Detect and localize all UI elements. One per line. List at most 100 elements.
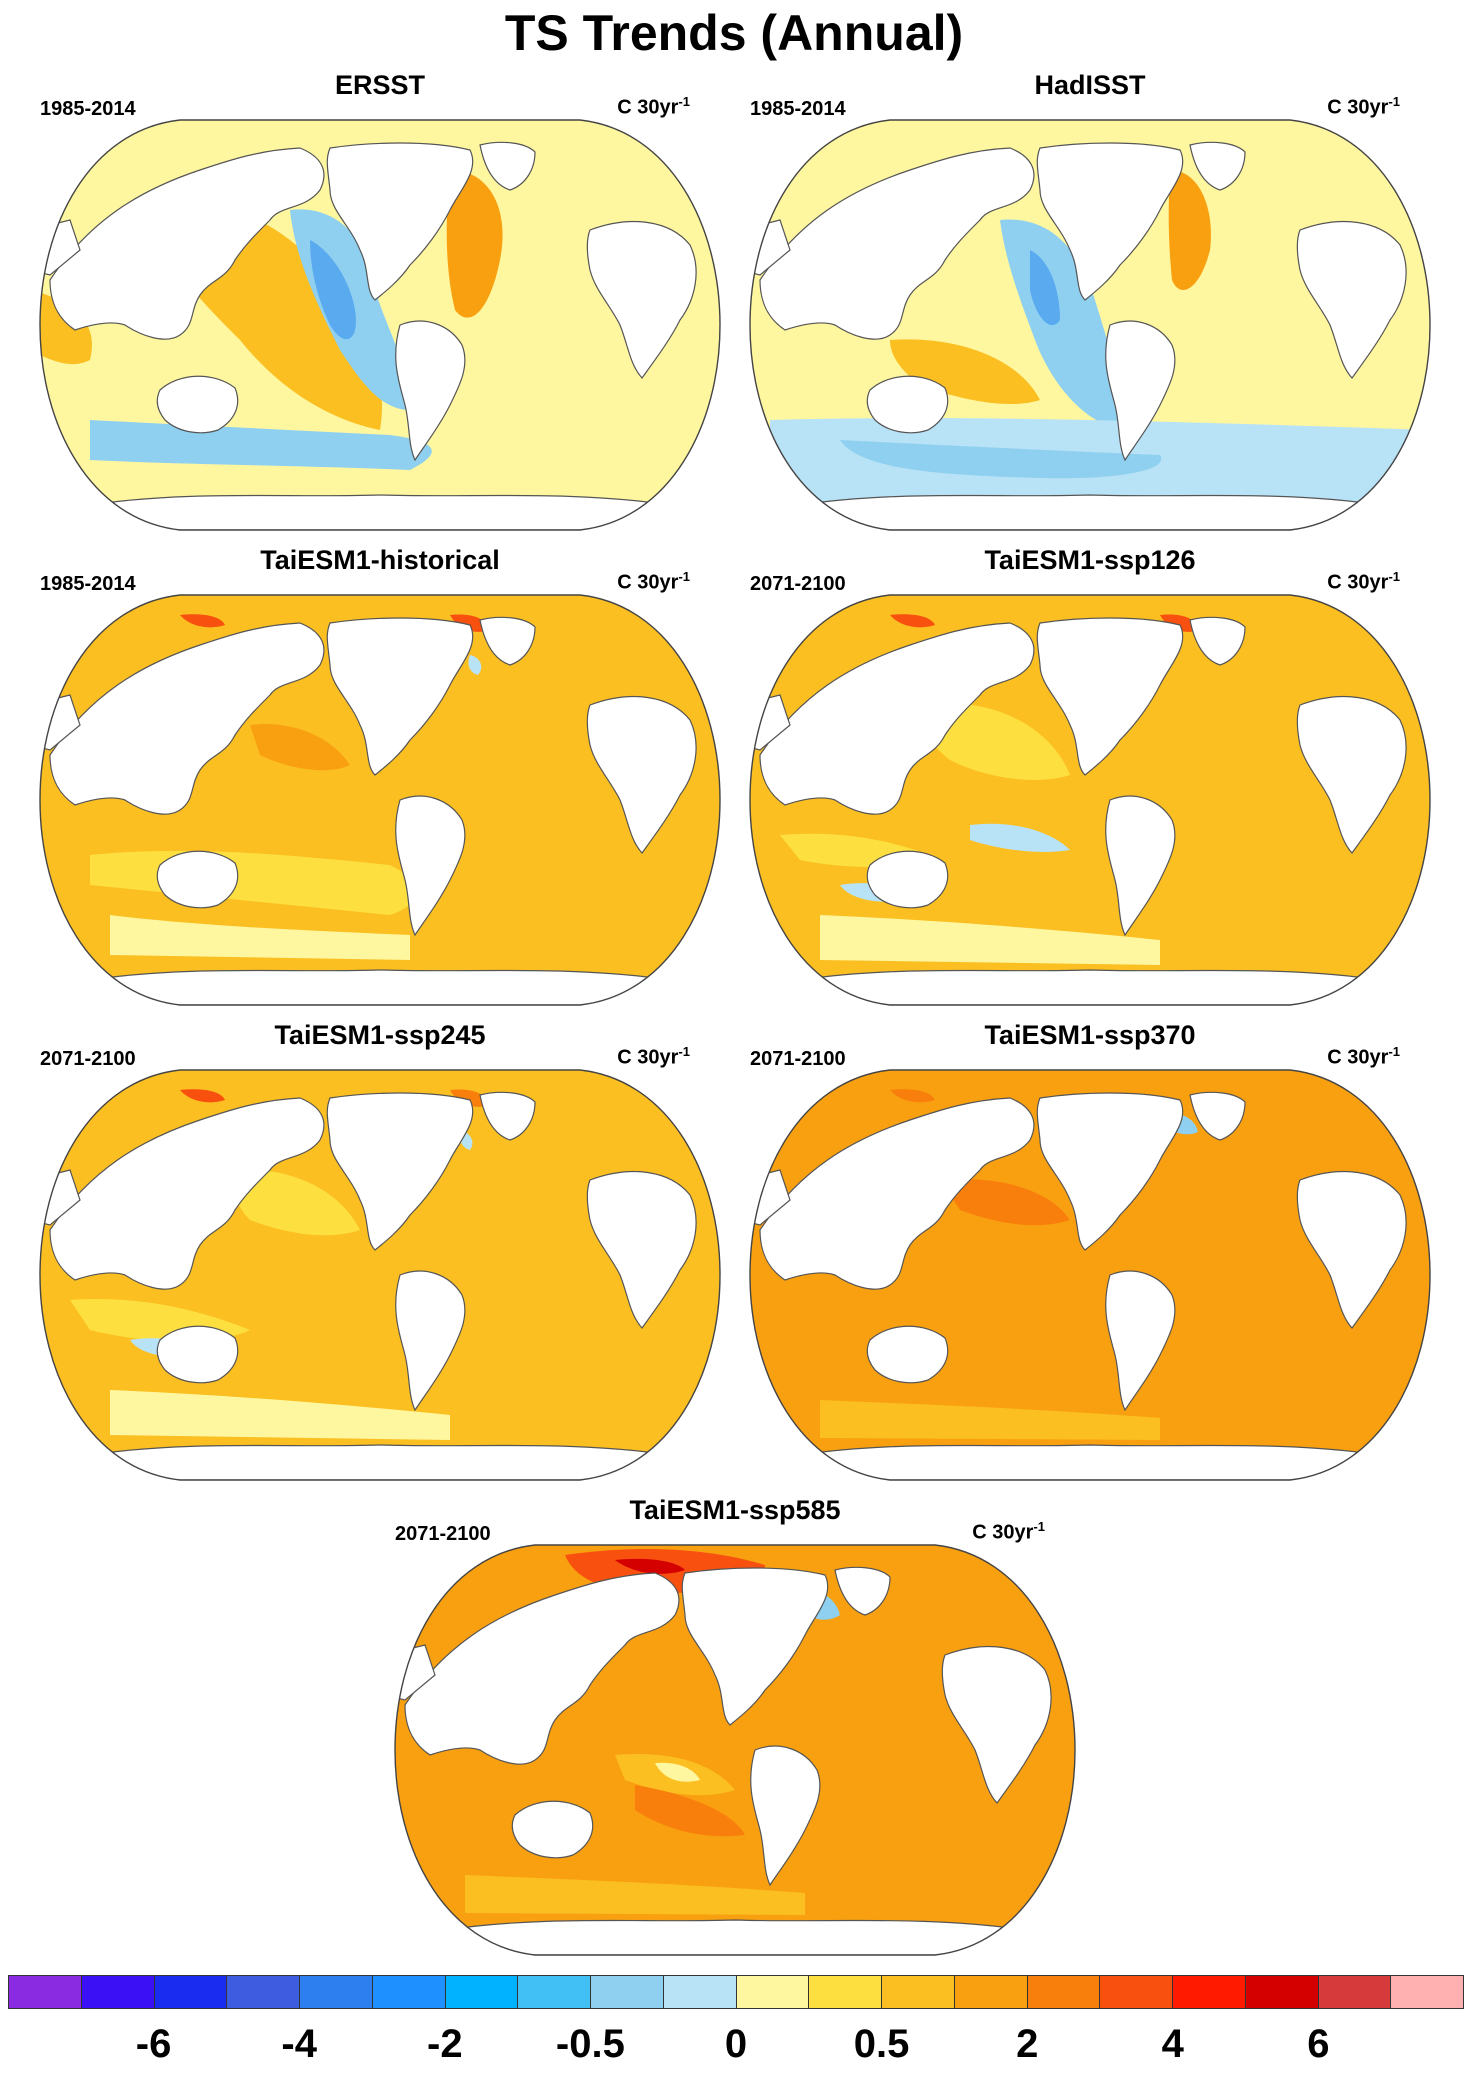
land-africa_w <box>941 1645 1052 1804</box>
trend-contour <box>90 420 432 470</box>
trend-contour <box>110 1390 450 1440</box>
land-samerica <box>395 320 466 462</box>
land-australia <box>866 1325 949 1384</box>
land-antarctica <box>799 969 1381 1005</box>
land-australia <box>866 850 949 909</box>
panel-title: TaiESM1-ssp245 <box>274 1020 486 1050</box>
trend-contour <box>940 1179 1070 1226</box>
colorbar-tick-label: -0.5 <box>555 2022 625 2066</box>
land-samerica <box>1105 795 1176 937</box>
land-greenland <box>479 1091 536 1141</box>
colorbar-swatch <box>1100 1976 1173 2008</box>
land-asia <box>759 1097 1035 1290</box>
colorbar-swatch <box>882 1976 955 2008</box>
land-greenland <box>479 141 536 191</box>
trend-contour <box>1030 250 1060 326</box>
trend-contour <box>465 1875 805 1915</box>
colorbar-swatch <box>1245 1976 1319 2008</box>
colorbar-labels: -6 -4 -2 -0.5 0 0.5 2 4 6 <box>8 2022 1464 2072</box>
units-label: C 30yr-1 <box>617 569 690 594</box>
colorbar-swatch <box>954 1976 1028 2008</box>
colorbar <box>8 1975 1464 2009</box>
trend-contour <box>230 1169 360 1236</box>
panel-title: TaiESM1-ssp585 <box>629 1495 841 1525</box>
colorbar-swatch <box>445 1976 519 2008</box>
colorbar-tick-label: -6 <box>135 2022 172 2066</box>
map-panel-ssp245: TaiESM1-ssp245 2071-2100 C 30yr-1 <box>30 1020 730 1490</box>
trend-contour <box>820 915 1160 965</box>
land-samerica <box>1105 1270 1176 1412</box>
trend-contour <box>890 339 1040 405</box>
units-label: C 30yr-1 <box>972 1519 1045 1544</box>
land-australia <box>511 1800 594 1859</box>
units-label: C 30yr-1 <box>617 1044 690 1069</box>
land-asia <box>404 1572 680 1765</box>
panel-title: TaiESM1-ssp370 <box>984 1020 1196 1050</box>
colorbar-tick-label: -4 <box>281 2022 317 2066</box>
land-namerica <box>1036 617 1184 776</box>
land-namerica <box>326 1092 474 1251</box>
trend-contour <box>840 440 1162 479</box>
map-panel-ersst: ERSST 1985-2014 C 30yr-1 <box>30 70 730 540</box>
colorbar-swatch <box>663 1976 737 2008</box>
trend-contour <box>920 703 1070 780</box>
trend-contour <box>1160 614 1200 632</box>
panel-title: TaiESM1-historical <box>260 545 500 575</box>
world-map <box>39 1069 721 1481</box>
map-panel-historical: TaiESM1-historical 1985-2014 C 30yr-1 <box>30 545 730 1015</box>
trend-contour <box>180 614 225 628</box>
colorbar-tick-label: 0 <box>724 2022 748 2066</box>
ocean-shading <box>750 595 1430 1005</box>
units-label: C 30yr-1 <box>617 94 690 119</box>
land-antarctica <box>444 1919 1026 1955</box>
map-panel-ssp370: TaiESM1-ssp370 2071-2100 C 30yr-1 <box>740 1020 1440 1490</box>
land-greenland <box>479 616 536 666</box>
colorbar-tick-label: 6 <box>1307 2022 1330 2066</box>
units-label: C 30yr-1 <box>1327 94 1400 119</box>
trend-contour <box>450 1089 490 1107</box>
land-greenland <box>1189 1091 1246 1141</box>
world-map <box>749 1069 1431 1481</box>
land-australia <box>156 850 239 909</box>
colorbar-swatch <box>1027 1976 1101 2008</box>
period-label: 1985-2014 <box>40 98 136 120</box>
colorbar-swatch <box>9 1976 82 2008</box>
land-africa_w <box>1296 220 1407 379</box>
colorbar-swatch <box>1173 1976 1246 2008</box>
map-panel-ssp585: TaiESM1-ssp585 2071-2100 C 30yr-1 <box>385 1495 1085 1965</box>
land-antarctica <box>799 1444 1381 1480</box>
land-australia <box>156 375 239 434</box>
colorbar-swatch <box>81 1976 155 2008</box>
world-map <box>749 119 1431 531</box>
panel-title: TaiESM1-ssp126 <box>984 545 1196 575</box>
land-samerica <box>1105 320 1176 462</box>
ocean-shading <box>750 1070 1430 1480</box>
trend-contour <box>890 614 935 628</box>
colorbar-tick-label: 4 <box>1161 2022 1184 2066</box>
trend-contour <box>970 823 1070 852</box>
land-australia <box>156 1325 239 1384</box>
units-label: C 30yr-1 <box>1327 569 1400 594</box>
land-africa_w <box>1296 1170 1407 1329</box>
map-panel-ssp126: TaiESM1-ssp126 2071-2100 C 30yr-1 <box>740 545 1440 1015</box>
period-label: 2071-2100 <box>395 1523 491 1545</box>
trend-contour <box>615 1558 685 1574</box>
trend-contour <box>450 614 490 632</box>
world-map <box>39 119 721 531</box>
colorbar-swatch <box>1391 1976 1463 2008</box>
land-namerica <box>326 142 474 301</box>
period-label: 2071-2100 <box>750 573 846 595</box>
trend-contour <box>446 170 503 318</box>
land-antarctica <box>799 494 1381 530</box>
land-namerica <box>326 617 474 776</box>
world-map <box>749 594 1431 1006</box>
land-antarctica <box>89 969 671 1005</box>
land-asia <box>49 147 325 340</box>
ocean-shading <box>40 595 720 1005</box>
period-label: 1985-2014 <box>40 573 136 595</box>
land-africa_w <box>586 695 697 854</box>
map-outline <box>39 119 721 531</box>
figure-title: TS Trends (Annual) <box>504 5 964 61</box>
colorbar-swatch <box>300 1976 373 2008</box>
land-antarctica <box>89 494 671 530</box>
